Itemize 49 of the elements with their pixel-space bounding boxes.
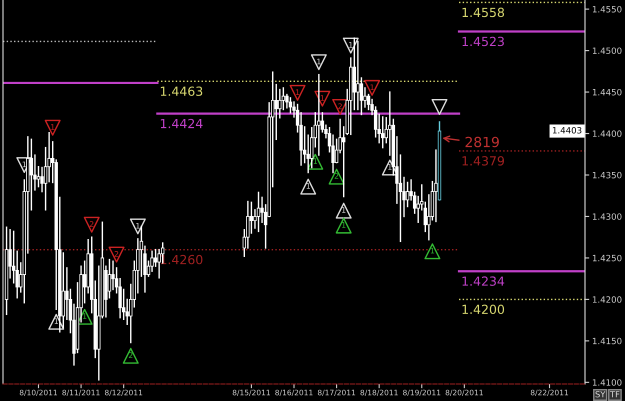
point bbox=[336, 218, 352, 234]
series-label: 1.4200 bbox=[462, 304, 504, 314]
point bbox=[122, 348, 139, 364]
point bbox=[424, 243, 440, 260]
y-tick-label: 1.4550 bbox=[592, 6, 622, 13]
series-label: 1.4523 bbox=[462, 36, 504, 46]
y-tick-label: 1.4150 bbox=[592, 338, 622, 344]
point bbox=[290, 84, 306, 101]
candlestick bbox=[274, 84, 278, 140]
candlestick bbox=[363, 87, 367, 108]
point bbox=[84, 216, 100, 233]
point bbox=[130, 218, 146, 234]
point bbox=[44, 120, 61, 136]
series-label: 1.4379 bbox=[462, 156, 504, 166]
candlestick bbox=[108, 258, 112, 298]
point bbox=[310, 54, 327, 70]
series-label: 1.4424 bbox=[160, 118, 203, 128]
series-label: 1.4558 bbox=[462, 8, 504, 18]
candlestick bbox=[36, 166, 40, 188]
y-tick-label: 1.4250 bbox=[592, 254, 622, 262]
point bbox=[336, 202, 352, 219]
candlestick bbox=[40, 166, 44, 192]
annotation: 2819 bbox=[466, 136, 499, 148]
y-tick-label: 1.4300 bbox=[592, 213, 622, 220]
text: SY bbox=[596, 391, 606, 398]
candlestick bbox=[278, 88, 282, 118]
point bbox=[300, 178, 316, 195]
candlestick bbox=[154, 248, 158, 267]
series-label: 1.4463 bbox=[160, 86, 202, 96]
point bbox=[108, 246, 125, 263]
candlestick bbox=[250, 202, 254, 234]
y-tick-label: 1.4400 bbox=[592, 130, 622, 137]
point bbox=[332, 99, 348, 115]
candlestick bbox=[288, 97, 292, 114]
candlestick bbox=[381, 116, 384, 148]
candlestick bbox=[111, 260, 115, 290]
point bbox=[432, 99, 448, 115]
candlestick bbox=[406, 182, 410, 208]
point bbox=[328, 168, 345, 185]
point bbox=[364, 80, 380, 96]
annotation: 1.4403 bbox=[552, 127, 582, 134]
text: TF bbox=[610, 391, 620, 398]
candlestick bbox=[30, 138, 34, 211]
y-tick-label: 1.4100 bbox=[592, 379, 622, 386]
y-tick-label: 1.4350 bbox=[592, 172, 622, 178]
series-label: 1.4234 bbox=[462, 276, 504, 286]
y-tick-label: 1.4450 bbox=[592, 88, 622, 96]
y-tick-label: 1.4200 bbox=[592, 296, 622, 303]
y-tick-label: 1.4500 bbox=[592, 47, 622, 54]
